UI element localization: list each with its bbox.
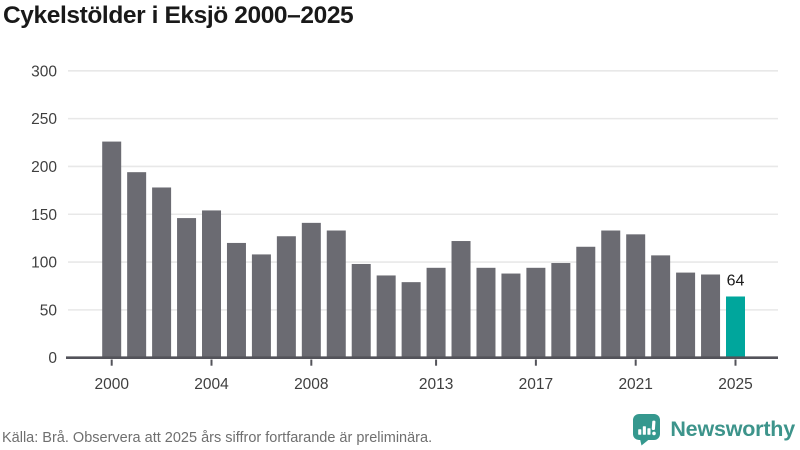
bar-2006: [251, 254, 271, 358]
bar-2005: [226, 242, 246, 358]
bar-2012: [401, 282, 421, 358]
bar-2008: [301, 222, 321, 358]
bar-2024: [701, 274, 721, 358]
y-axis-label-250: 250: [31, 111, 57, 128]
bar-2014: [451, 241, 471, 358]
highlight-value-label: 64: [727, 272, 745, 289]
chart-title: Cykelstölder i Eksjö 2000–2025: [3, 2, 354, 29]
newsworthy-speech-bubble-bar-chart-icon: [633, 414, 661, 446]
y-axis-label-150: 150: [31, 207, 57, 224]
x-axis-label-2021: 2021: [618, 376, 652, 393]
y-axis-label-50: 50: [40, 302, 58, 319]
bar-2025: [726, 296, 745, 358]
x-axis-label-2004: 2004: [194, 376, 229, 393]
bar-2003: [177, 218, 197, 358]
newsworthy-logo[interactable]: Newsworthy: [632, 413, 795, 446]
source-note: Källa: Brå. Observera att 2025 års siffr…: [2, 430, 433, 446]
bar-2013: [426, 267, 446, 358]
bar-2021: [626, 234, 646, 358]
bar-2022: [651, 255, 671, 358]
bar-2010: [351, 263, 371, 358]
bar-2002: [152, 187, 172, 358]
bar-2004: [202, 210, 222, 358]
x-axis-label-2008: 2008: [294, 376, 328, 393]
x-axis-label-2025: 2025: [718, 376, 752, 393]
bar-2019: [576, 246, 596, 358]
bar-2009: [326, 230, 346, 358]
bar-2007: [276, 236, 296, 358]
bar-2011: [376, 275, 396, 358]
bar-2001: [127, 172, 147, 358]
y-axis-label-0: 0: [48, 350, 57, 367]
x-axis-label-2000: 2000: [94, 376, 129, 393]
bar-2018: [551, 263, 571, 358]
bar-2015: [476, 267, 496, 358]
logo-wordmark: Newsworthy: [670, 417, 795, 441]
bar-2000: [102, 141, 122, 358]
bar-2020: [601, 230, 621, 358]
bar-2023: [676, 272, 696, 358]
bar-2017: [526, 267, 546, 358]
x-axis-label-2013: 2013: [419, 376, 453, 393]
bar-2016: [501, 273, 521, 358]
y-axis-label-200: 200: [31, 159, 57, 176]
y-axis-label-100: 100: [31, 255, 57, 272]
x-axis-label-2017: 2017: [519, 376, 553, 393]
y-axis-label-300: 300: [31, 63, 57, 80]
